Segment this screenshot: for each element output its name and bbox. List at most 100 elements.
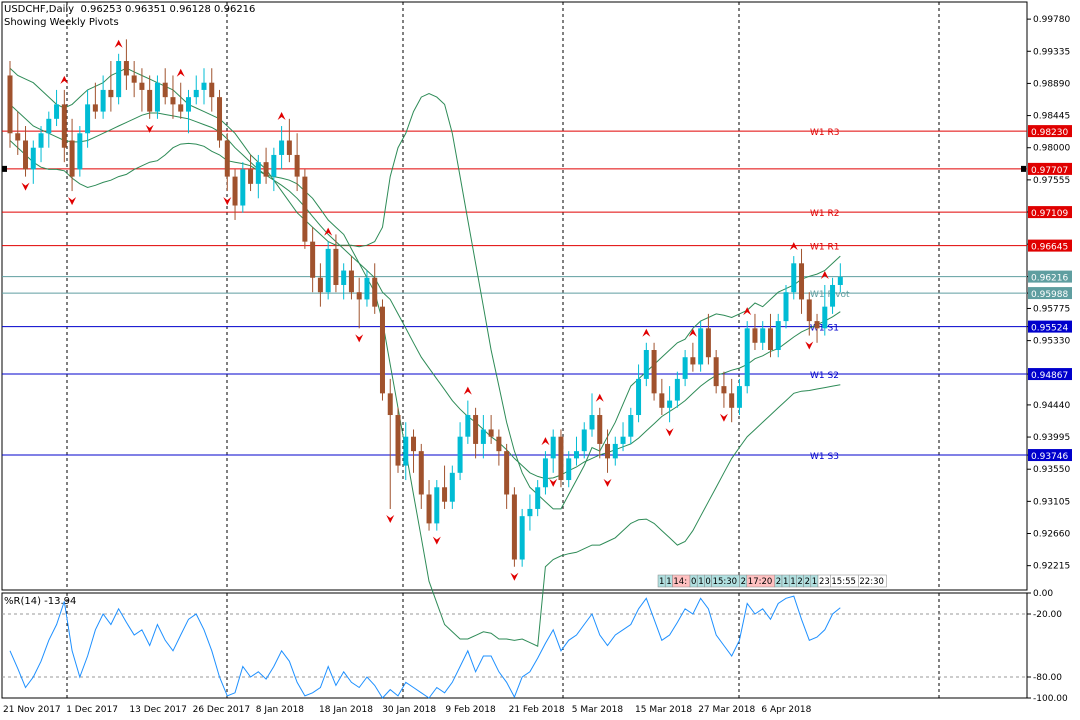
candle-body: [620, 436, 626, 444]
candle-body: [457, 436, 463, 473]
candle-body: [573, 451, 579, 459]
candle-body: [286, 140, 292, 155]
pivot-marker-right: [1021, 165, 1026, 172]
candle-body: [535, 487, 541, 509]
x-axis-label: 5 Mar 2018: [572, 705, 624, 715]
candle-body: [170, 97, 176, 105]
candle-body: [783, 292, 789, 322]
bollinger-upper: [9, 67, 841, 510]
candle-body: [333, 248, 339, 285]
candle-body: [480, 429, 486, 444]
y-tick-label: 0.92215: [1033, 562, 1070, 572]
candle-body: [248, 169, 254, 184]
price-tag-label: 0.95524: [1031, 324, 1068, 334]
fractal-up-arrow: [277, 112, 286, 121]
timer-cell-label: 2: [741, 577, 746, 587]
candle-body: [217, 97, 223, 141]
x-axis-label: 1 Dec 2017: [66, 705, 118, 715]
candle-body: [325, 248, 331, 293]
candle-body: [54, 104, 60, 119]
timer-cell-label: 0: [705, 577, 710, 587]
price-tag-label: 0.94867: [1031, 371, 1068, 381]
candle-body: [597, 415, 603, 444]
wpr-tick-label: 0.00: [1033, 589, 1053, 599]
candle-body: [767, 328, 773, 351]
price-tag: [1028, 449, 1072, 462]
indicator-frame: [1, 592, 1028, 699]
price-tag-label: 0.96216: [1031, 274, 1068, 284]
candle-body: [659, 393, 665, 408]
y-tick-label: 0.95330: [1033, 337, 1070, 347]
timer-cell-label: 1: [790, 577, 795, 587]
candle-body: [279, 140, 285, 155]
candle-body: [426, 494, 432, 524]
candle-body: [581, 429, 587, 452]
timer-cell-label: 1: [783, 577, 788, 587]
fractal-down-arrow: [355, 334, 364, 343]
x-axis-label: 8 Jan 2018: [256, 705, 304, 715]
pivot-line-name: W1 R3: [810, 128, 839, 138]
y-tick-label: 0.92660: [1033, 530, 1070, 540]
fractal-up-arrow: [743, 307, 752, 316]
candle-body: [566, 458, 572, 481]
y-tick-label: 0.97555: [1033, 176, 1070, 186]
candle-body: [806, 299, 812, 322]
candle-body: [729, 393, 735, 408]
timer-cell-label: 2: [805, 577, 810, 587]
y-tick-label: 0.99780: [1033, 15, 1070, 25]
candle-body: [379, 306, 385, 394]
candle-body: [760, 328, 766, 343]
candle-body: [434, 487, 440, 524]
fractal-down-arrow: [719, 413, 728, 422]
candle-body: [178, 104, 184, 112]
x-axis-label: 21 Nov 2017: [3, 705, 61, 715]
candle-body: [473, 415, 479, 444]
candle-body: [744, 328, 750, 387]
candle-body: [310, 241, 316, 278]
wpr-tick-label: -20.00: [1033, 610, 1062, 620]
candle-body: [372, 277, 378, 307]
candle-body: [775, 321, 781, 351]
candle-body: [139, 82, 145, 90]
candle-body: [240, 169, 246, 206]
candle-body: [589, 415, 595, 430]
candle-body: [519, 516, 525, 560]
price-tag-label: 0.98230: [1031, 128, 1068, 138]
pivots-note: Showing Weekly Pivots: [4, 17, 119, 28]
timer-cell-label: 0: [691, 577, 696, 587]
candle-body: [612, 443, 618, 459]
candle-body: [504, 451, 510, 495]
candle-body: [643, 350, 649, 379]
candle-body: [123, 61, 129, 76]
timer-cell-label: 15:55: [831, 577, 856, 587]
timer-cell-label: 2: [776, 577, 781, 587]
candle-body: [791, 263, 797, 293]
candle-body: [674, 378, 680, 401]
fractal-down-arrow: [223, 197, 232, 206]
pivot-line-name: W1 R1: [810, 243, 839, 253]
wpr-tick-label: -80.00: [1033, 673, 1062, 683]
timer-cell: [858, 574, 887, 588]
candle-body: [705, 328, 711, 358]
price-tag: [1028, 368, 1072, 381]
candle-body: [15, 133, 21, 141]
candle-body: [7, 75, 13, 134]
candle-body: [255, 162, 261, 184]
candle-body: [837, 277, 843, 285]
candle-body: [108, 89, 114, 98]
fractal-up-arrow: [324, 227, 333, 236]
price-tag: [1028, 287, 1072, 300]
pivot-line-name: W1 S2: [810, 371, 839, 381]
candle-body: [193, 89, 199, 98]
candle-body: [341, 270, 347, 285]
candle-body: [721, 386, 727, 394]
y-tick-label: 0.98890: [1033, 79, 1070, 89]
pivot-marker-left: [2, 165, 7, 172]
candle-body: [23, 140, 29, 170]
candle-body: [100, 89, 106, 112]
candle-body: [116, 61, 122, 98]
fractal-down-arrow: [21, 182, 30, 191]
candle-body: [682, 357, 688, 379]
price-tag: [1028, 270, 1072, 283]
